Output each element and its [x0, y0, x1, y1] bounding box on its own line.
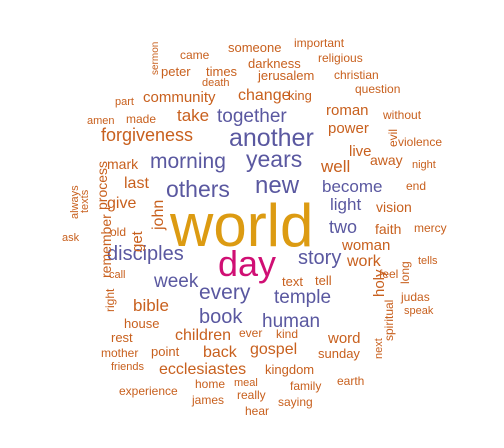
word-came: came — [180, 48, 210, 62]
word-morning: morning — [150, 150, 226, 173]
word-violence: violence — [398, 135, 443, 149]
word-call: call — [109, 269, 126, 281]
word-book: book — [199, 306, 243, 328]
word-sunday: sunday — [318, 346, 360, 361]
word-amen: amen — [87, 115, 115, 127]
word-vision: vision — [376, 199, 412, 215]
word-house: house — [124, 316, 160, 331]
word-end: end — [406, 179, 427, 193]
word-woman: woman — [342, 237, 391, 254]
word-speak: speak — [404, 305, 434, 317]
word-well: well — [321, 157, 351, 176]
word-really: really — [237, 388, 266, 402]
word-right: right — [103, 288, 117, 312]
word-kingdom: kingdom — [265, 362, 315, 377]
word-live: live — [349, 143, 372, 160]
word-christian: christian — [334, 68, 379, 82]
word-together: together — [217, 106, 287, 127]
word-darkness: darkness — [248, 56, 301, 71]
word-years: years — [246, 146, 303, 172]
word-away: away — [370, 152, 403, 168]
word-community: community — [143, 89, 216, 106]
word-tell: tell — [315, 273, 332, 288]
word-take: take — [177, 106, 210, 125]
word-light: light — [330, 195, 362, 214]
word-temple: temple — [274, 287, 332, 308]
word-every: every — [199, 281, 251, 304]
word-point: point — [151, 344, 180, 359]
word-part: part — [115, 96, 134, 108]
word-day: day — [218, 243, 277, 284]
word-text: text — [282, 274, 303, 289]
word-meal: meal — [234, 377, 258, 389]
word-religious: religious — [318, 51, 363, 65]
word-death: death — [202, 77, 230, 89]
word-judas: judas — [401, 290, 430, 304]
word-world: world — [170, 192, 314, 259]
word-change: change — [238, 87, 291, 104]
word-saying: saying — [278, 395, 313, 409]
word-week: week — [154, 271, 199, 292]
word-experience: experience — [119, 384, 178, 398]
word-rest: rest — [111, 330, 133, 345]
word-work: work — [347, 253, 381, 270]
word-tells: tells — [418, 255, 438, 267]
word-old: old — [110, 225, 127, 239]
word-power: power — [328, 120, 369, 137]
word-question: question — [355, 82, 401, 96]
word-king: king — [288, 88, 312, 103]
word-ever: ever — [239, 326, 263, 340]
word-mother: mother — [101, 346, 139, 360]
word-become: become — [322, 177, 383, 196]
word-children: children — [175, 327, 232, 344]
word-others: others — [166, 176, 230, 202]
word-feel: feel — [379, 267, 399, 281]
word-ecclesiastes: ecclesiastes — [159, 361, 247, 378]
word-process: process — [94, 160, 110, 210]
word-james: james — [192, 393, 225, 407]
word-new: new — [255, 172, 300, 199]
word-earth: earth — [337, 374, 365, 388]
word-without: without — [383, 108, 422, 122]
word-last: last — [124, 175, 149, 192]
word-mercy: mercy — [414, 221, 447, 235]
word-word: word — [328, 330, 361, 347]
word-story: story — [298, 247, 342, 269]
word-kind: kind — [276, 327, 299, 341]
word-john: john — [150, 199, 167, 231]
word-sermon: sermon — [150, 41, 161, 75]
word-forgiveness: forgiveness — [101, 125, 194, 145]
word-texts: texts — [79, 190, 91, 214]
word-important: important — [294, 36, 345, 50]
word-another: another — [229, 124, 314, 152]
word-peter: peter — [161, 64, 191, 79]
word-back: back — [203, 344, 237, 361]
word-hear: hear — [245, 404, 270, 418]
word-family: family — [290, 379, 322, 393]
word-get: get — [129, 230, 146, 252]
word-bible: bible — [133, 296, 169, 315]
word-jerusalem: jerusalem — [258, 68, 315, 83]
word-roman: roman — [326, 102, 369, 119]
word-night: night — [412, 159, 436, 171]
word-two: two — [329, 217, 358, 237]
word-give: give — [107, 195, 137, 212]
word-someone: someone — [228, 40, 282, 55]
word-long: long — [398, 261, 412, 285]
word-gospel: gospel — [250, 341, 298, 358]
word-disciples: disciples — [107, 243, 184, 265]
word-made: made — [126, 112, 157, 126]
word-faith: faith — [375, 221, 402, 237]
word-spiritual: spiritual — [382, 300, 396, 342]
word-home: home — [195, 377, 226, 391]
word-ask: ask — [62, 232, 80, 244]
word-times: times — [206, 64, 238, 79]
word-human: human — [262, 311, 321, 332]
word-friends: friends — [111, 361, 145, 373]
word-next: next — [373, 338, 385, 360]
word-mark: mark — [107, 156, 139, 172]
